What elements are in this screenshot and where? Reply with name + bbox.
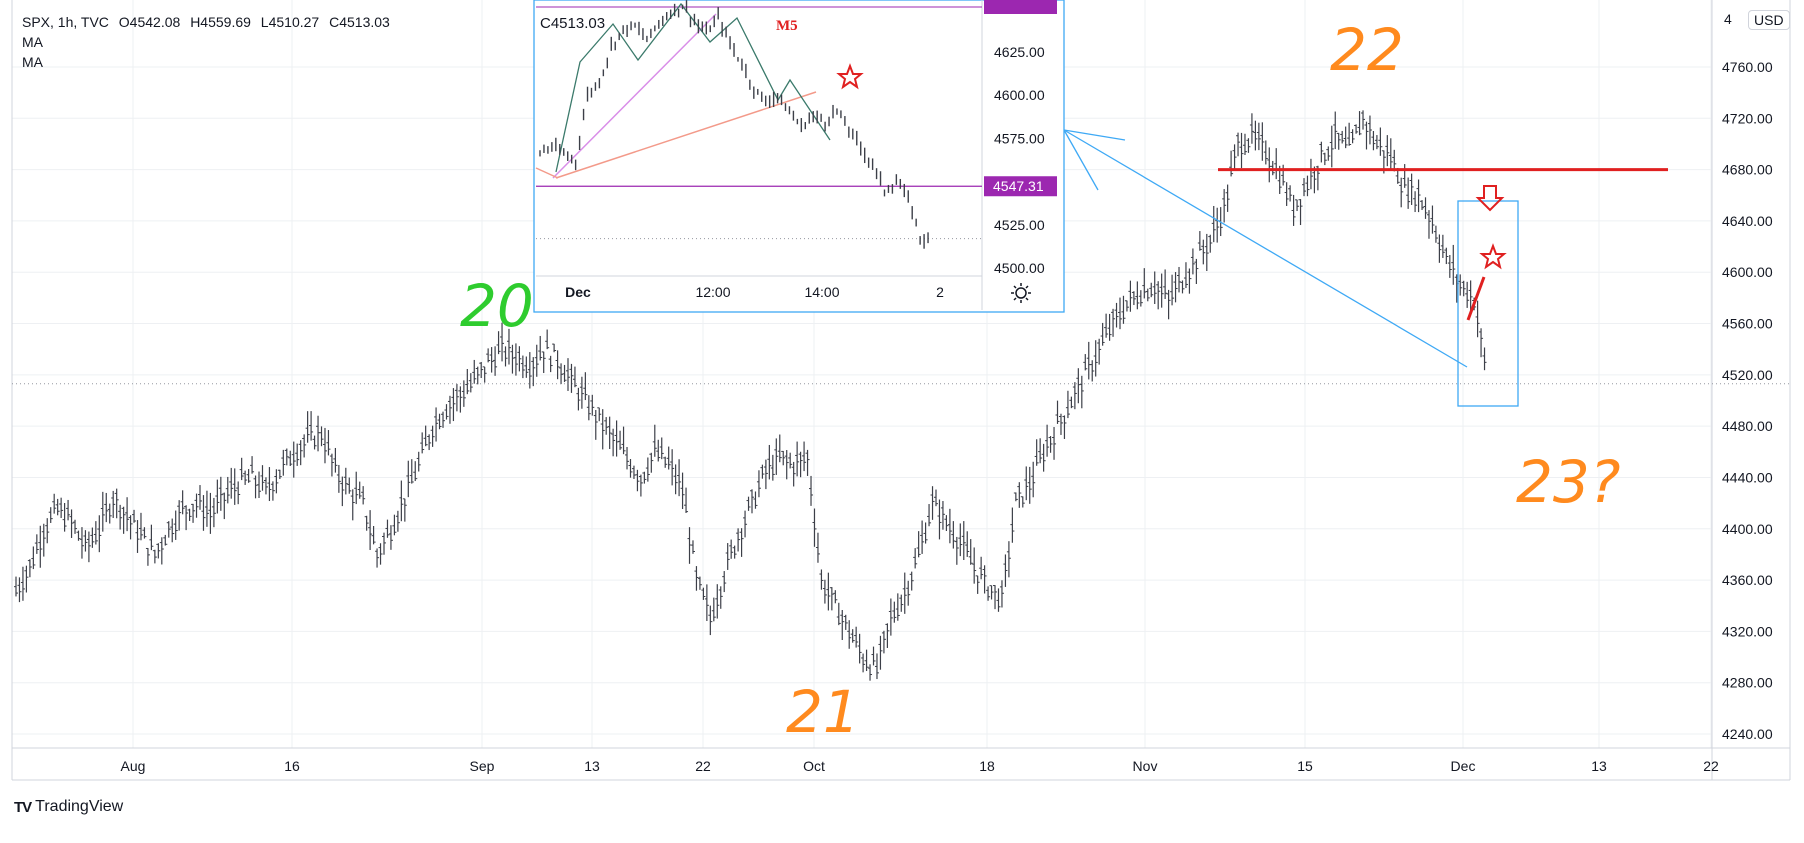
price-tick-label: 4560.00 (1722, 316, 1773, 332)
ohlc-row: SPX, 1h, TVC O4542.08 H4559.69 L4510.27 … (22, 12, 390, 32)
down-arrow-icon (1475, 185, 1505, 212)
time-tick-label: 18 (979, 758, 995, 774)
time-tick-label: Aug (121, 758, 146, 774)
inset-price-tick: 4625.00 (994, 44, 1045, 60)
price-tick-label: 4480.00 (1722, 418, 1773, 434)
price-tick-label: 4640.00 (1722, 213, 1773, 229)
star-icon (1479, 243, 1507, 270)
price-tick-label: 4760.00 (1722, 59, 1773, 75)
time-tick-label: Nov (1133, 758, 1158, 774)
inset-frame (533, 0, 1065, 313)
inset-zigzag (555, 2, 831, 173)
brand-name: TradingView (35, 798, 124, 815)
ma1-indicator[interactable]: MA (22, 34, 43, 50)
price-tick-label-top: 4 (1724, 11, 1732, 27)
inset-top-badge (984, 0, 1057, 14)
inset-chart[interactable]: 4500.004525.004550.004575.004600.004625.… (533, 0, 1065, 313)
time-tick-label: 22 (1703, 758, 1719, 774)
inset-time-tick: Dec (565, 284, 591, 300)
inset-time-tick: 14:00 (804, 284, 839, 300)
high-value: H4559.69 (190, 14, 251, 30)
low-value: L4510.27 (260, 14, 320, 30)
inset-time-tick: 12:00 (695, 284, 730, 300)
inset-price-tick: 4575.00 (994, 130, 1045, 146)
chart-legend: SPX, 1h, TVC O4542.08 H4559.69 L4510.27 … (22, 12, 390, 72)
inset-price-tick: 4525.00 (994, 217, 1045, 233)
inset-price-badge (984, 176, 1057, 197)
inset-time-axis: Dec 12:00 14:00 2 (565, 284, 944, 300)
inset-price-tick: 4600.00 (994, 87, 1045, 103)
main-price-bars (14, 110, 1487, 681)
inset-close-label: C4513.03 (540, 15, 605, 32)
ma2-indicator[interactable]: MA (22, 54, 43, 70)
inset-salmon-line (555, 91, 817, 179)
price-tick-label: 4360.00 (1722, 572, 1773, 588)
inset-price-tick: 4500.00 (994, 260, 1045, 276)
inset-salmon-line-2 (535, 167, 559, 179)
highlight-box[interactable] (1457, 200, 1519, 407)
inset-star-icon (836, 63, 864, 90)
price-tick-label: 4240.00 (1722, 726, 1773, 742)
tradingview-brand[interactable]: TV TradingView (14, 798, 123, 816)
open-value: O4542.08 (118, 14, 181, 30)
red-trend-stroke (1466, 276, 1486, 321)
price-tick-label: 4280.00 (1722, 675, 1773, 691)
inset-time-tick: 2 (936, 284, 944, 300)
price-axis[interactable]: 4240.00 4280.00 4320.00 4360.00 4400.00 4440.… (1722, 11, 1773, 742)
price-tick-label: 4600.00 (1722, 264, 1773, 280)
time-tick-label: Oct (803, 758, 825, 774)
time-tick-label: 16 (284, 758, 300, 774)
price-tick-label: 4400.00 (1722, 521, 1773, 537)
symbol-label[interactable]: SPX, 1h, TVC (22, 14, 109, 30)
wave-label-23: 23? (1516, 448, 1621, 516)
time-axis[interactable]: Aug 16 Sep 13 22 Oct 18 Nov 15 Dec 13 22 (121, 758, 1719, 774)
currency-badge[interactable]: USD (1748, 10, 1790, 30)
connector-line-2 (1063, 129, 1126, 141)
main-overlay: 20 21 22 23? (11, 0, 1791, 781)
time-tick-label: 15 (1297, 758, 1313, 774)
price-tick-label: 4320.00 (1722, 623, 1773, 639)
inset-price-bars (539, 0, 929, 249)
time-tick-label: 13 (584, 758, 600, 774)
settings-icon[interactable] (1011, 283, 1031, 303)
price-tick-label: 4680.00 (1722, 162, 1773, 178)
price-tick-label: 4440.00 (1722, 469, 1773, 485)
inset-pink-line (552, 13, 717, 179)
inset-timeframe-label: M5 (776, 18, 798, 34)
connector-line-1 (1063, 129, 1468, 368)
close-value: C4513.03 (329, 14, 390, 30)
inset-price-badge-text: 4547.31 (993, 178, 1044, 194)
wave-label-22: 22 (1330, 16, 1404, 84)
price-tick-label: 4520.00 (1722, 367, 1773, 383)
wave-label-21: 21 (786, 678, 860, 746)
connector-line-3 (1063, 129, 1099, 191)
time-tick-label: Dec (1451, 758, 1476, 774)
time-tick-label: 22 (695, 758, 711, 774)
tradingview-logo-icon: TV (14, 798, 32, 816)
price-tick-label: 4720.00 (1722, 110, 1773, 126)
time-tick-label: 13 (1591, 758, 1607, 774)
wave-label-20: 20 (460, 272, 534, 340)
time-tick-label: Sep (470, 758, 495, 774)
